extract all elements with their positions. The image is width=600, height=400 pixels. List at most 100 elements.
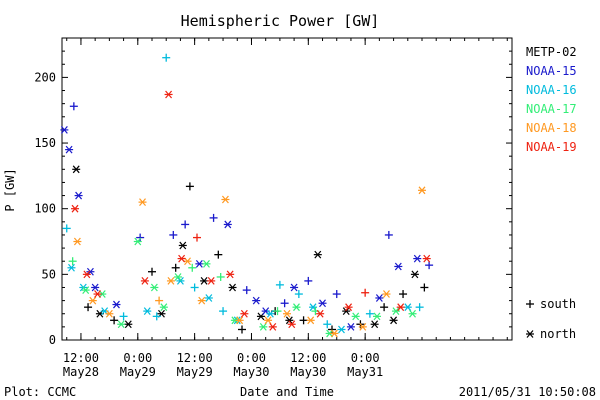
data-point	[207, 277, 216, 285]
data-point	[361, 288, 370, 297]
marker-legend-item: south	[526, 297, 576, 311]
data-point	[375, 294, 384, 302]
y-axis-label: P [GW]	[3, 168, 17, 211]
data-point	[235, 316, 244, 325]
data-point	[65, 145, 74, 154]
data-point	[209, 213, 218, 222]
x-tick-label-date: May31	[347, 365, 383, 379]
data-point	[155, 296, 164, 305]
data-point	[410, 270, 419, 279]
x-tick-label-date: May30	[233, 365, 269, 379]
data-point	[346, 322, 355, 331]
data-point	[306, 316, 315, 325]
x-tick-label-time: 12:00	[63, 351, 99, 365]
data-point	[268, 322, 277, 331]
data-point	[342, 307, 351, 316]
data-point	[344, 303, 353, 312]
data-point	[283, 309, 291, 318]
data-point	[240, 309, 249, 318]
data-point	[316, 309, 325, 318]
data-point	[313, 250, 322, 259]
data-point	[304, 276, 313, 285]
data-point	[84, 303, 93, 312]
plot-area	[61, 37, 513, 341]
data-point	[177, 254, 186, 263]
data-point	[216, 272, 225, 281]
x-tick-label-date: May29	[177, 365, 213, 379]
data-point	[140, 277, 149, 285]
x-tick-label-date: May28	[63, 365, 99, 379]
data-point	[219, 307, 228, 316]
data-point	[323, 320, 332, 329]
data-point	[242, 286, 251, 295]
y-tick-label: 200	[34, 70, 56, 84]
plot-credit: Plot: CCMC	[4, 385, 76, 399]
data-point	[200, 277, 209, 285]
x-tick-label-time: 0:00	[123, 351, 152, 365]
plot-frame	[61, 37, 513, 341]
data-point	[176, 277, 185, 285]
legend-entry: NOAA-17	[526, 102, 577, 116]
data-point	[148, 267, 156, 276]
data-point	[68, 257, 77, 266]
data-point	[420, 283, 429, 292]
legend-entry: NOAA-15	[526, 64, 577, 78]
data-point	[62, 224, 71, 233]
data-point	[136, 233, 145, 242]
data-points	[60, 53, 434, 338]
data-point	[195, 259, 204, 268]
data-point	[287, 320, 296, 329]
timestamp: 2011/05/31 10:50:08	[459, 385, 596, 399]
data-point	[169, 230, 178, 239]
data-point	[408, 309, 417, 318]
x-tick-label-date: May29	[120, 365, 156, 379]
y-axis: 0 50 100 150 200	[34, 50, 512, 347]
data-point	[124, 320, 133, 329]
data-point	[384, 230, 393, 239]
data-point	[202, 259, 211, 268]
data-point	[73, 237, 82, 246]
data-point	[72, 165, 81, 174]
data-point	[337, 325, 346, 334]
chart-title: Hemispheric Power [GW]	[181, 12, 380, 30]
data-point	[159, 303, 168, 312]
legend: METP-02 NOAA-15 NOAA-16 NOAA-17 NOAA-18 NOAA-…	[526, 45, 577, 154]
legend-entry: METP-02	[526, 45, 577, 59]
data-point	[394, 262, 403, 271]
data-point	[365, 309, 374, 318]
data-point	[81, 286, 90, 294]
x-tick-label-time: 0:00	[237, 351, 266, 365]
data-point	[119, 312, 128, 321]
data-point	[74, 191, 83, 200]
data-point	[399, 290, 408, 299]
data-point	[318, 299, 327, 308]
y-tick-label: 50	[42, 267, 56, 281]
data-point	[193, 233, 201, 242]
legend-entry: NOAA-18	[526, 121, 577, 135]
data-point	[259, 322, 268, 331]
legend-entry: NOAA-19	[526, 140, 577, 154]
data-point	[373, 312, 381, 321]
data-point	[190, 283, 199, 292]
marker-legend-label: south	[540, 297, 576, 311]
data-point	[204, 294, 213, 302]
x-axis: 12:00May280:00May2912:00May290:00May3012…	[63, 38, 508, 379]
data-point	[370, 320, 379, 329]
data-point	[415, 303, 424, 312]
data-point	[290, 283, 299, 292]
marker-legend: south north	[526, 297, 576, 341]
x-tick-label-time: 0:00	[351, 351, 380, 365]
data-point	[223, 220, 232, 229]
data-point	[112, 300, 121, 309]
data-point	[391, 307, 400, 316]
data-point	[299, 316, 308, 325]
data-point	[422, 254, 431, 263]
data-point	[69, 102, 78, 111]
data-point	[285, 316, 294, 325]
data-point	[273, 307, 282, 316]
data-point	[71, 204, 80, 213]
data-point	[418, 186, 426, 195]
data-point	[264, 316, 273, 325]
marker-legend-label: north	[540, 327, 576, 341]
